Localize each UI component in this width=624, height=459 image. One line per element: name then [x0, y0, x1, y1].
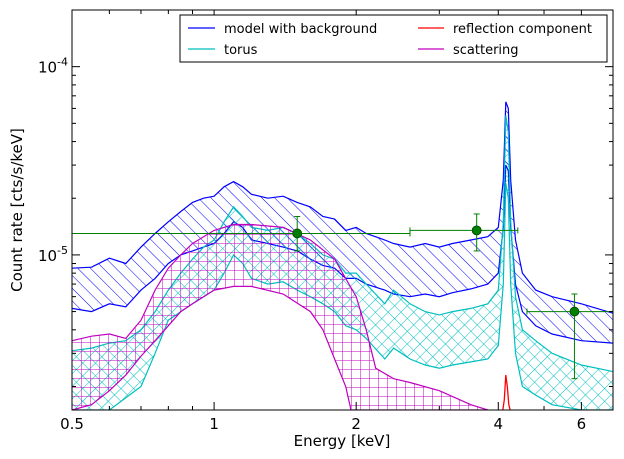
- legend-label-reflection: reflection component: [453, 22, 592, 37]
- series-layer: [72, 101, 613, 410]
- band-torus: [72, 115, 613, 410]
- upper-line-model-with-background: [72, 101, 613, 314]
- x-tick-label: 2: [351, 415, 361, 433]
- y-tick-label: 10-5: [38, 244, 68, 265]
- series-scattering: [72, 223, 488, 410]
- data-point-marker: [292, 228, 303, 239]
- data-point-marker: [569, 306, 580, 317]
- x-tick-label: 0.5: [60, 415, 84, 433]
- legend: model with background reflection compone…: [179, 14, 608, 63]
- y-tick-label: 10-4: [38, 56, 68, 77]
- x-tick-label: 6: [577, 415, 587, 433]
- plot-frame: [71, 9, 614, 411]
- x-tick-label: 1: [209, 415, 219, 433]
- y-axis-title: Count rate [cts/s/keV]: [8, 128, 26, 292]
- legend-label-scattering: scattering: [453, 43, 519, 58]
- data-point-1: [72, 215, 411, 252]
- band-model-with-background: [72, 101, 613, 344]
- data-point-2: [409, 213, 519, 252]
- data-point-3: [526, 293, 613, 380]
- legend-label-torus: torus: [224, 43, 258, 58]
- band-scattering: [72, 224, 488, 410]
- data-points-layer: [72, 213, 613, 380]
- line-reflection-component: [502, 375, 511, 410]
- series-reflection-component: [502, 375, 511, 410]
- data-point-marker: [471, 225, 482, 236]
- x-tick-label: 4: [494, 415, 504, 433]
- upper-line-scattering: [72, 223, 488, 410]
- legend-label-model: model with background: [224, 22, 377, 37]
- lower-line-scattering: [72, 285, 488, 410]
- x-axis-title: Energy [keV]: [294, 432, 391, 450]
- legend-box: [179, 14, 608, 63]
